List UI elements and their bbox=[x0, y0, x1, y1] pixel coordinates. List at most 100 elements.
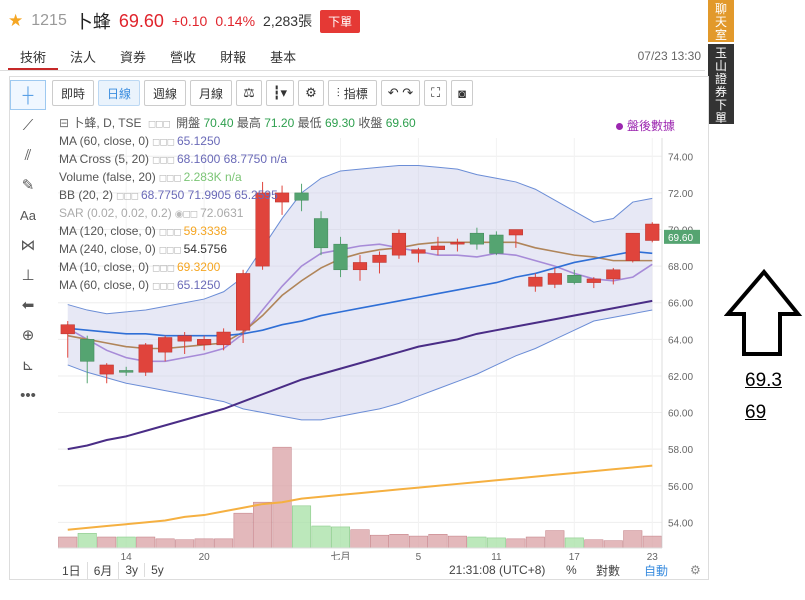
after-hours-link[interactable]: 盤後數據 bbox=[616, 117, 675, 134]
range-3y-button[interactable]: 3y bbox=[119, 563, 146, 577]
legend-controls-icon[interactable]: ◉◻◻ bbox=[174, 209, 198, 220]
candle-body bbox=[294, 192, 309, 201]
fib-icon[interactable]: ⫽ bbox=[24, 146, 32, 164]
y-tick-label: 62.00 bbox=[668, 372, 693, 383]
legend-controls-icon[interactable]: ◻◻◻ bbox=[152, 263, 175, 274]
legend-controls-icon[interactable]: ◻◻◻ bbox=[158, 245, 182, 256]
legend-controls-icon[interactable]: ◻◻◻ bbox=[147, 119, 171, 130]
candle-body bbox=[158, 337, 173, 353]
range-6m-button[interactable]: 6月 bbox=[88, 561, 120, 579]
legend-row[interactable]: MA (120, close, 0) ◻◻◻ 59.3338 bbox=[59, 223, 416, 241]
x-tick-label: 11 bbox=[491, 552, 502, 560]
trend-line-icon[interactable]: ⟋ bbox=[22, 116, 34, 134]
range-1d-button[interactable]: 1日 bbox=[56, 561, 88, 579]
stock-name: 卜蜂 bbox=[74, 12, 111, 32]
camera-icon[interactable]: ◙ bbox=[451, 80, 474, 106]
log-scale-button[interactable]: 對數 bbox=[596, 563, 621, 578]
volume-bar bbox=[467, 536, 487, 549]
range-5y-button[interactable]: 5y bbox=[151, 563, 164, 577]
back-arrow-icon[interactable]: ⬅ bbox=[21, 297, 35, 314]
legend-row[interactable]: SAR (0.02, 0.02, 0.2) ◉◻◻ 72.0631 bbox=[59, 205, 416, 223]
pattern-icon[interactable]: ⋈ bbox=[20, 237, 36, 254]
tab-institutional[interactable]: 法人 bbox=[70, 50, 97, 65]
crosshair-icon[interactable]: ┼ bbox=[10, 80, 46, 110]
legend-row[interactable]: MA Cross (5, 20) ◻◻◻ 68.1600 68.7750 n/a bbox=[59, 151, 416, 169]
volume-bar bbox=[233, 512, 253, 549]
ma-line bbox=[67, 299, 653, 451]
ruler-icon[interactable]: ⊾ bbox=[21, 357, 35, 374]
settings-icon[interactable]: ⚙ bbox=[298, 80, 324, 106]
tab-technical[interactable]: 技術 bbox=[8, 44, 59, 70]
legend-row[interactable]: MA (240, close, 0) ◻◻◻ 54.5756 bbox=[59, 241, 416, 259]
collapse-icon[interactable]: ⊟ bbox=[59, 116, 70, 130]
legend-controls-icon[interactable]: ◻◻◻ bbox=[158, 227, 182, 238]
stock-price: 69.60 bbox=[118, 10, 164, 31]
volume-bar bbox=[545, 530, 565, 549]
fullscreen-icon[interactable]: ⛶ bbox=[424, 80, 448, 106]
auto-scale-button[interactable]: 自動 bbox=[644, 563, 669, 578]
legend-row[interactable]: Volume (false, 20) ◻◻◻ 2.283K n/a bbox=[59, 169, 416, 187]
interval-monthly-button[interactable]: 月線 bbox=[190, 80, 233, 106]
volume-bar bbox=[623, 530, 643, 549]
interval-weekly-button[interactable]: 週線 bbox=[144, 80, 187, 106]
open-label: 開盤 bbox=[176, 116, 201, 130]
percent-scale-button[interactable]: % bbox=[566, 563, 577, 577]
tab-revenue[interactable]: 營收 bbox=[170, 50, 197, 65]
legend-row[interactable]: MA (60, close, 0) ◻◻◻ 65.1250 bbox=[59, 277, 416, 295]
legend-controls-icon[interactable]: ◻◻◻ bbox=[152, 281, 175, 292]
chart-bottom-bar: 1日 6月 3y 5y 21:31:08 (UTC+8) % 對數 自動 ⚙ bbox=[56, 561, 708, 579]
legend-row[interactable]: MA (60, close, 0) ◻◻◻ 65.1250 bbox=[59, 133, 416, 151]
candle-body bbox=[391, 232, 407, 256]
candle-body bbox=[508, 229, 523, 236]
order-button[interactable]: 下單 bbox=[320, 9, 361, 33]
volume-bar bbox=[350, 529, 370, 549]
chart-toolbar: 即時 日線 週線 月線 ⚖ ┇▾ ⚙ ⫶ 指標 ↶ ↷ ⛶ ◙ bbox=[52, 80, 474, 106]
text-tool-icon[interactable]: Aa bbox=[20, 207, 36, 223]
tab-financials[interactable]: 財報 bbox=[220, 50, 247, 65]
candle-type-icon[interactable]: ┇▾ bbox=[265, 80, 295, 106]
volume-bar bbox=[311, 525, 331, 549]
compare-icon[interactable]: ⚖ bbox=[236, 80, 262, 106]
after-hours-dot-icon bbox=[616, 123, 623, 131]
candle-body bbox=[80, 339, 95, 362]
price-chart[interactable]: 54.00 56.00 58.00 60.00 62.00 64.00 66.00 68.00… bbox=[50, 108, 710, 560]
legend-controls-icon[interactable]: ◻◻◻ bbox=[152, 137, 175, 148]
legend-controls-icon[interactable]: ◻◻◻ bbox=[116, 191, 139, 202]
indicator-label: MA (240, close, 0) bbox=[59, 242, 156, 256]
tab-margin[interactable]: 資券 bbox=[120, 50, 147, 65]
candle-body bbox=[197, 339, 212, 346]
zoom-icon[interactable]: ⊕ bbox=[21, 327, 35, 344]
brush-icon[interactable]: ✎ bbox=[21, 177, 35, 194]
legend-controls-icon[interactable]: ◻◻◻ bbox=[152, 155, 175, 166]
indicators-button[interactable]: ⫶ 指標 bbox=[327, 80, 377, 106]
legend-title: 卜蜂, D, TSE bbox=[72, 116, 142, 130]
tab-basic[interactable]: 基本 bbox=[270, 50, 297, 65]
volume-bar bbox=[116, 536, 136, 549]
legend-row[interactable]: BB (20, 2) ◻◻◻ 68.7750 71.9905 65.2595 bbox=[59, 187, 416, 205]
trade-volume: 2,283張 bbox=[263, 13, 313, 29]
ma-line bbox=[67, 243, 653, 363]
legend-controls-icon[interactable]: ◻◻◻ bbox=[158, 173, 182, 184]
indicator-value: 69.3200 bbox=[176, 260, 221, 274]
chat-room-button[interactable]: 聊天室 bbox=[708, 0, 734, 42]
broker-order-button[interactable]: 玉山證券下單 bbox=[708, 44, 734, 125]
low-value: 69.30 bbox=[324, 116, 355, 130]
indicator-label: MA (10, close, 0) bbox=[59, 260, 150, 274]
star-icon[interactable]: ★ bbox=[8, 11, 24, 30]
high-label: 最高 bbox=[236, 116, 261, 130]
interval-realtime-button[interactable]: 即時 bbox=[52, 80, 95, 106]
candle-body bbox=[274, 192, 290, 203]
volume-bar bbox=[603, 540, 623, 549]
interval-daily-button[interactable]: 日線 bbox=[98, 80, 141, 106]
volume-bar bbox=[389, 534, 409, 549]
more-icon[interactable]: ••• bbox=[20, 386, 36, 404]
chart-legend: ⊟ 卜蜂, D, TSE ◻◻◻ 開盤 70.40 最高 71.20 最低 69… bbox=[59, 115, 416, 295]
gear-icon[interactable]: ⚙ bbox=[690, 563, 701, 577]
volume-bar bbox=[369, 534, 389, 549]
measure-icon[interactable]: ⊥ bbox=[21, 267, 35, 284]
volume-bar bbox=[77, 533, 97, 549]
x-tick-label: 23 bbox=[647, 552, 659, 560]
undo-redo-icon[interactable]: ↶ ↷ bbox=[380, 80, 421, 106]
legend-row[interactable]: MA (10, close, 0) ◻◻◻ 69.3200 bbox=[59, 259, 416, 277]
